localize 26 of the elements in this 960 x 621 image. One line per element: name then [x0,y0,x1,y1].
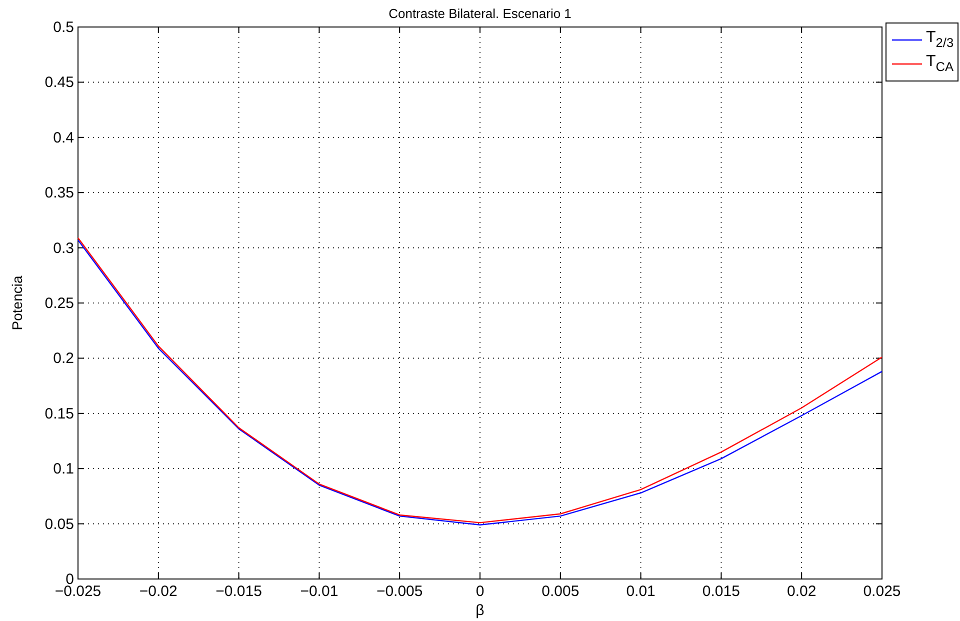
y-tick-label: 0.5 [53,19,74,36]
y-axis-title: Potencia [9,276,25,330]
y-tick-label: 0.3 [53,240,74,257]
x-tick-label: 0.02 [787,583,816,600]
y-tick-label: 0.05 [44,516,74,533]
x-tick-label: −0.005 [376,583,423,600]
x-tick-label: −0.025 [54,583,102,600]
y-tick-label: 0.1 [53,460,74,478]
x-axis-title: β [476,602,485,619]
x-tick-label: 0.005 [542,583,580,600]
legend-label: T$_{2/3}$ [926,29,954,50]
chart-title: Contraste Bilateral. Escenario 1 [388,6,572,21]
y-tick-label: 0.35 [44,184,74,202]
x-tick-label: −0.015 [216,583,262,600]
y-tick-label: 0.25 [44,295,74,312]
x-tick-label: 0.025 [863,583,901,600]
x-tick-label: 0 [476,583,484,600]
x-tick-label: −0.02 [139,583,178,600]
y-tick-label: 0.15 [44,405,74,422]
x-tick-label: 0.01 [626,583,656,600]
y-tick-label: 0.4 [53,129,74,146]
x-tick-label: −0.01 [300,583,338,600]
x-tick-label: 0.015 [702,583,740,600]
legend-label: T$_{CA}$ [926,53,954,74]
y-tick-label: 0.45 [44,74,74,92]
y-tick-label: 0.2 [53,350,74,368]
